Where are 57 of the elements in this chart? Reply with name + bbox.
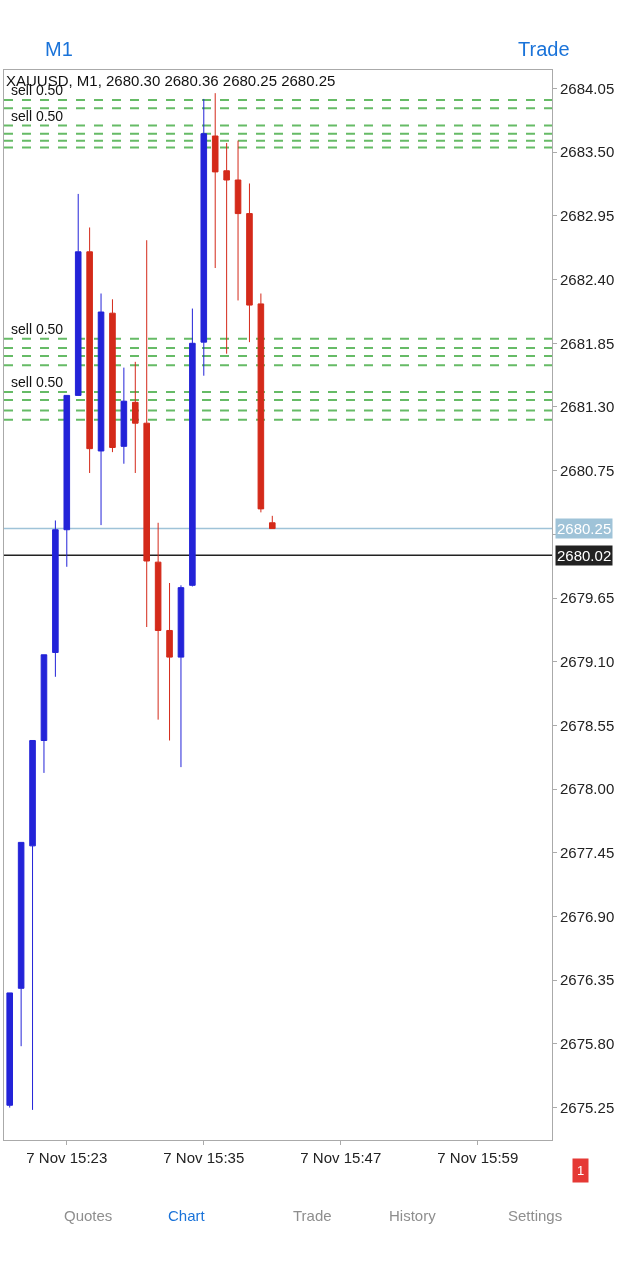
candlestick — [109, 298, 116, 453]
y-tick-label: 2681.85 — [560, 334, 615, 352]
candlestick — [189, 308, 196, 587]
text: History — [389, 1207, 437, 1224]
y-tick-label: 2680.75 — [560, 461, 615, 479]
y-tick-label: 2675.80 — [560, 1035, 615, 1053]
text: Trade — [293, 1207, 332, 1224]
text: 1 — [577, 1163, 585, 1178]
candlestick — [246, 182, 253, 343]
text: Quotes — [64, 1207, 113, 1224]
candlestick — [211, 92, 219, 269]
candlestick — [17, 841, 25, 1047]
y-tick-label: 2682.40 — [560, 270, 615, 288]
candlestick — [86, 226, 93, 474]
candlestick — [154, 522, 162, 721]
ref-line-label: 2680.25 — [557, 520, 612, 537]
y-tick-label: 2678.55 — [560, 716, 615, 734]
x-tick-label: 7 Nov 15:47 — [300, 1149, 382, 1166]
y-tick-label: 2684.05 — [560, 79, 615, 97]
y-tick-label: 2682.95 — [560, 207, 615, 225]
candlestick — [257, 293, 265, 513]
y-tick-label: 2676.35 — [560, 971, 615, 989]
text: Chart — [168, 1207, 206, 1224]
candlestick — [131, 361, 139, 474]
candlestick — [63, 394, 71, 568]
text: M1 — [45, 38, 73, 60]
text: Settings — [508, 1207, 563, 1224]
candlestick — [268, 515, 276, 530]
x-tick-label: 7 Nov 15:23 — [26, 1149, 108, 1166]
y-tick-label: 2679.10 — [560, 652, 615, 670]
y-tick-label: 2683.50 — [560, 143, 615, 161]
candlestick — [143, 239, 151, 628]
y-tick-label: 2675.25 — [560, 1098, 615, 1116]
y-tick-label: 2679.65 — [560, 589, 615, 607]
ref-line-label: sell 0.50 — [11, 321, 64, 337]
candlestick — [234, 140, 242, 301]
candlestick — [97, 293, 105, 526]
candlestick — [223, 142, 230, 355]
candlestick — [6, 992, 14, 1109]
candlestick — [120, 367, 128, 465]
ref-line-label: 2680.02 — [557, 547, 612, 564]
candlestick — [29, 739, 36, 1111]
candlestick — [40, 654, 48, 774]
ref-line-label: sell 0.50 — [11, 108, 64, 124]
y-tick-label: 2676.90 — [560, 907, 615, 925]
candlestick — [166, 582, 173, 741]
candlestick — [52, 519, 59, 678]
candlestick — [177, 584, 185, 768]
candlestick — [74, 193, 82, 396]
y-tick-label: 2677.45 — [560, 844, 615, 862]
y-tick-label: 2678.00 — [560, 780, 615, 798]
y-tick-label: 2681.30 — [560, 398, 615, 416]
x-tick-label: 7 Nov 15:35 — [163, 1149, 245, 1166]
text: Trade — [518, 38, 570, 60]
x-tick-label: 7 Nov 15:59 — [437, 1149, 519, 1166]
candlestick — [200, 98, 208, 377]
ref-line-label: sell 0.50 — [11, 374, 64, 390]
